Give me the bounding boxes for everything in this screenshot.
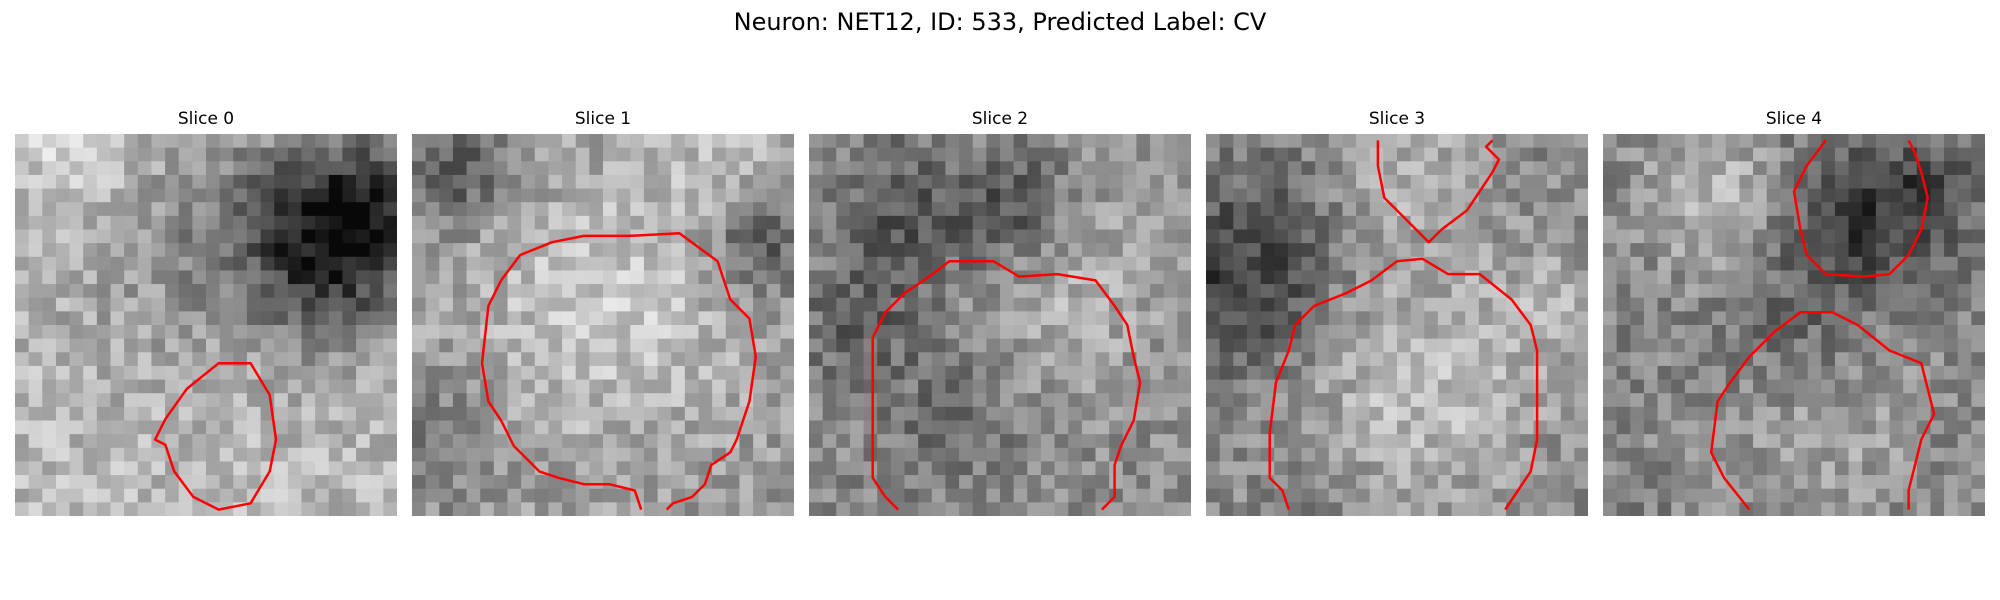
segmentation-contour bbox=[153, 361, 278, 511]
segmentation-contour bbox=[480, 279, 643, 510]
slice-panel-4: Slice 4 bbox=[1603, 109, 1985, 519]
slice-panel-0: Slice 0 bbox=[15, 109, 397, 519]
slice-title: Slice 2 bbox=[971, 109, 1029, 129]
segmentation-contour bbox=[500, 232, 758, 511]
slice-image bbox=[1206, 134, 1588, 516]
segmentation-contour bbox=[1268, 257, 1539, 511]
segmentation-contour bbox=[1792, 139, 1929, 278]
segmentation-contour bbox=[1376, 139, 1501, 244]
slice-title: Slice 3 bbox=[1368, 109, 1426, 129]
slice-image bbox=[1603, 134, 1985, 516]
slice-image bbox=[809, 134, 1191, 516]
segmentation-contour bbox=[871, 260, 1142, 511]
slice-title: Slice 1 bbox=[574, 109, 632, 129]
figure-title: Neuron: NET12, ID: 533, Predicted Label:… bbox=[733, 8, 1267, 36]
slice-image bbox=[15, 134, 397, 516]
segmentation-contour bbox=[1709, 311, 1936, 511]
slice-title: Slice 4 bbox=[1765, 109, 1823, 129]
slice-image bbox=[412, 134, 794, 516]
slice-title: Slice 0 bbox=[177, 109, 235, 129]
slice-panel-3: Slice 3 bbox=[1206, 109, 1588, 519]
slice-panel-1: Slice 1 bbox=[412, 109, 794, 519]
segmentation-contour bbox=[871, 337, 899, 511]
slice-panel-2: Slice 2 bbox=[809, 109, 1191, 519]
